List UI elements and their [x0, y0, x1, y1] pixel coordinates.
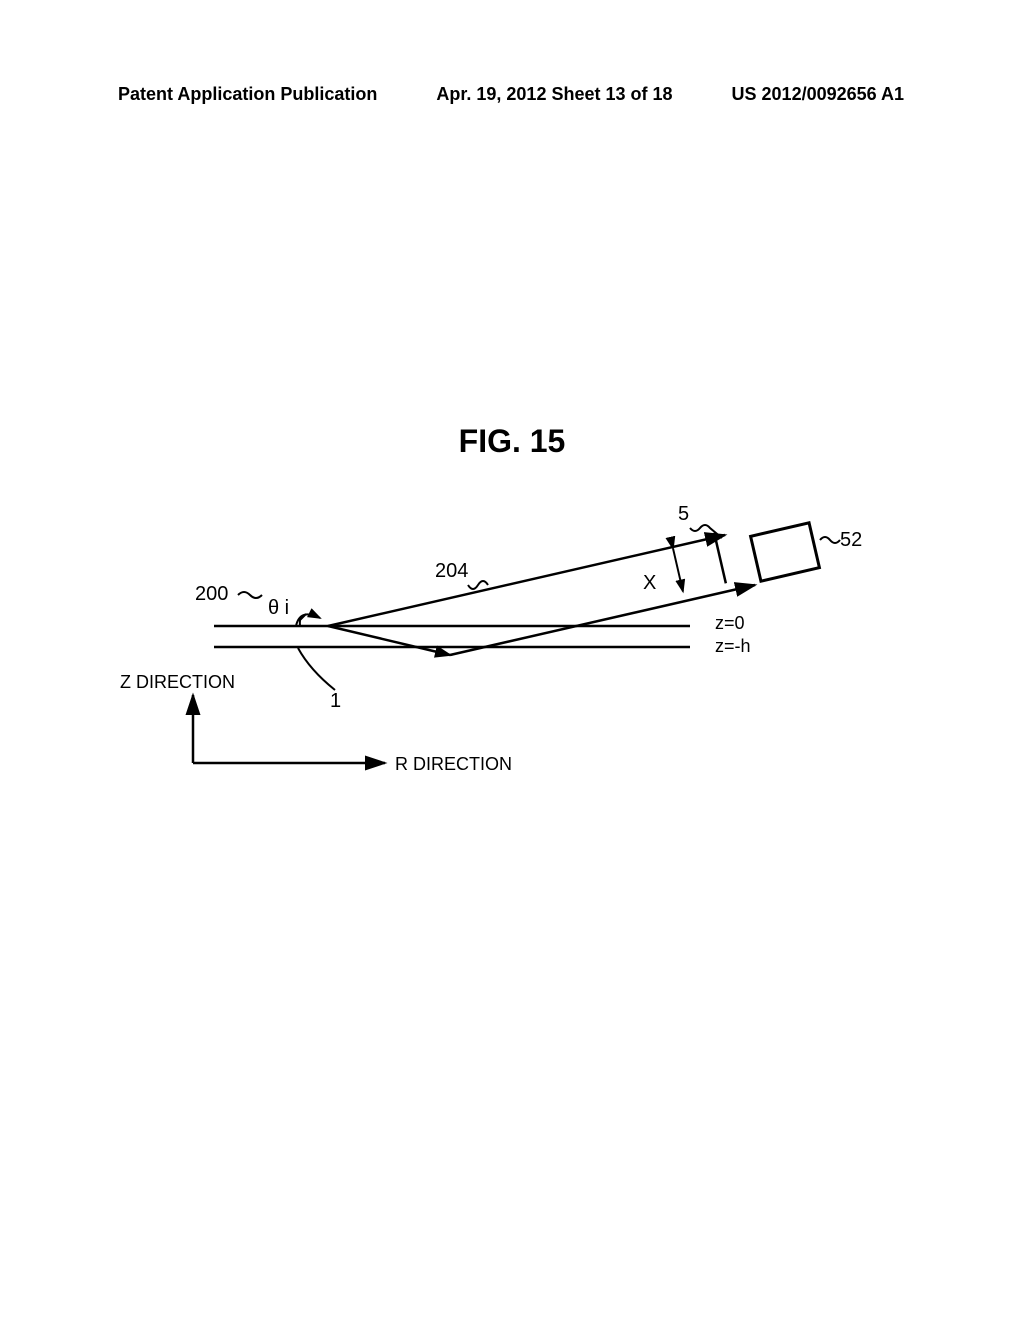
- label-ref1: 1: [330, 690, 341, 713]
- leader-204: [468, 581, 488, 589]
- label-zh: z=-h: [715, 636, 751, 657]
- label-x: X: [643, 572, 656, 595]
- leader-52: [820, 537, 840, 543]
- label-zdir: Z DIRECTION: [120, 672, 235, 693]
- ray-refraction-down: [328, 626, 450, 655]
- label-rdir: R DIRECTION: [395, 754, 512, 775]
- aperture-x-indicator: [673, 549, 683, 592]
- label-ref52: 52: [840, 529, 862, 552]
- label-ref5: 5: [678, 503, 689, 526]
- label-theta: θ i: [268, 597, 289, 620]
- leader-1: [298, 648, 335, 690]
- technical-diagram: [0, 0, 1024, 1320]
- ray-lower: [450, 585, 755, 655]
- detector-box: [751, 523, 820, 581]
- label-ref200: 200: [195, 583, 228, 606]
- label-ref204: 204: [435, 560, 468, 583]
- leader-200: [238, 592, 262, 598]
- label-z0: z=0: [715, 613, 745, 634]
- slit-edges: [714, 533, 726, 584]
- ray-upper: [328, 535, 725, 626]
